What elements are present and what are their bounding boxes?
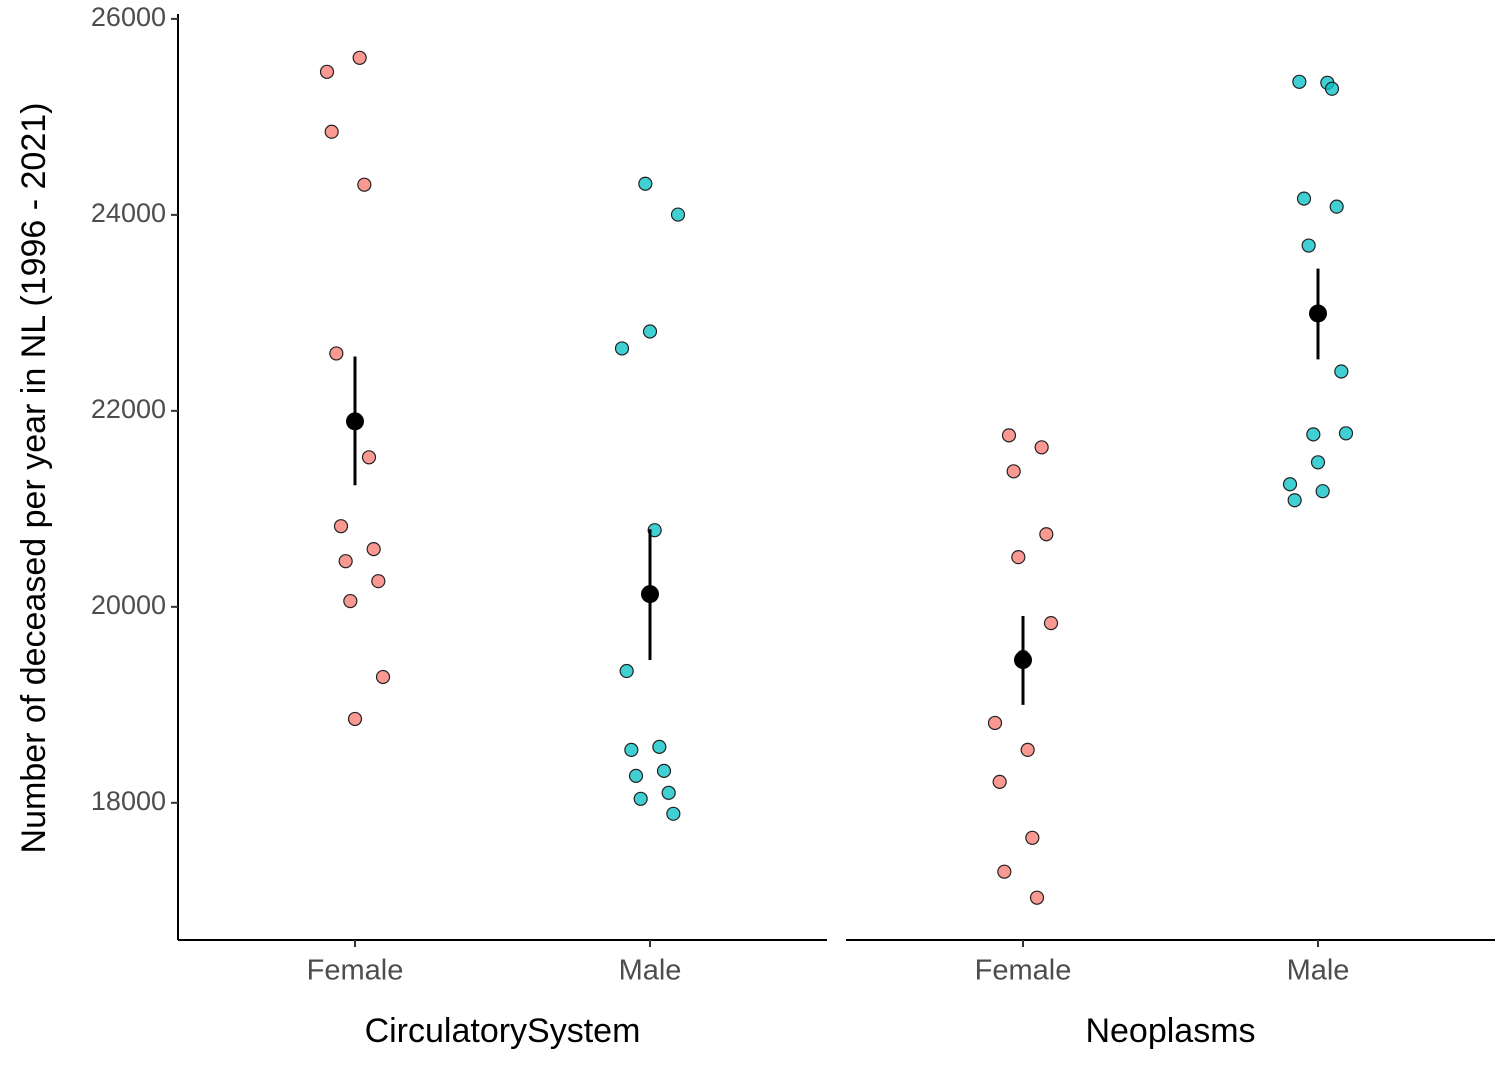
data-point <box>1039 527 1054 542</box>
y-tick-label: 22000 <box>91 394 166 424</box>
data-point <box>1029 890 1045 905</box>
y-axis-title: Number of deceased per year in NL (1996 … <box>15 103 53 854</box>
data-point <box>987 715 1003 731</box>
data-point <box>1329 199 1344 214</box>
data-point <box>1292 74 1307 89</box>
data-point <box>614 341 630 356</box>
x-axis-title: Neoplasms <box>1085 1012 1255 1050</box>
data-point <box>366 542 381 557</box>
data-point <box>670 207 686 222</box>
y-tick-label: 18000 <box>91 786 166 816</box>
data-point <box>638 176 653 191</box>
data-point <box>343 593 358 609</box>
data-point <box>361 450 377 465</box>
data-point <box>624 742 639 758</box>
data-point <box>1315 484 1330 499</box>
data-point <box>357 177 372 192</box>
y-tick-label: 24000 <box>91 198 166 228</box>
x-tick-label: Male <box>1287 955 1350 987</box>
data-point <box>1310 455 1326 470</box>
data-point <box>1334 364 1349 379</box>
data-point <box>1282 477 1298 492</box>
data-point <box>642 324 658 339</box>
mean-point <box>1309 304 1327 323</box>
x-tick-label: Male <box>619 955 682 987</box>
data-point <box>633 791 648 806</box>
data-point <box>1043 616 1059 631</box>
mean-point <box>346 412 364 431</box>
data-point <box>1006 464 1021 479</box>
y-tick-label: 20000 <box>91 590 166 620</box>
data-point <box>1011 550 1026 565</box>
data-point <box>1296 191 1312 206</box>
y-tick-label: 26000 <box>91 2 166 32</box>
x-tick-label: Female <box>975 955 1072 987</box>
data-point <box>992 774 1007 789</box>
x-tick-label: Female <box>307 955 404 987</box>
data-point <box>1301 238 1316 253</box>
x-axis-title: CirculatorySystem <box>365 1012 641 1050</box>
data-point <box>1025 830 1040 845</box>
data-point <box>1034 440 1049 455</box>
data-point <box>329 346 344 361</box>
data-point <box>656 763 672 778</box>
data-point <box>333 519 349 534</box>
data-point <box>319 64 335 79</box>
data-point <box>997 864 1012 879</box>
data-point <box>352 50 367 65</box>
data-point <box>1338 426 1354 441</box>
data-point <box>1020 742 1035 758</box>
data-point <box>628 768 644 783</box>
data-point <box>324 124 339 139</box>
mean-point <box>1014 651 1032 670</box>
data-point <box>375 669 391 685</box>
data-point <box>666 806 681 821</box>
data-point <box>1324 81 1340 96</box>
data-point <box>1306 427 1321 442</box>
data-point <box>1001 428 1017 443</box>
mean-point <box>641 585 659 604</box>
data-point <box>1287 493 1302 508</box>
data-point <box>652 739 667 754</box>
data-point <box>619 663 634 679</box>
data-point <box>347 711 363 727</box>
data-point <box>338 554 353 569</box>
data-point <box>371 574 386 589</box>
data-point <box>661 785 676 800</box>
